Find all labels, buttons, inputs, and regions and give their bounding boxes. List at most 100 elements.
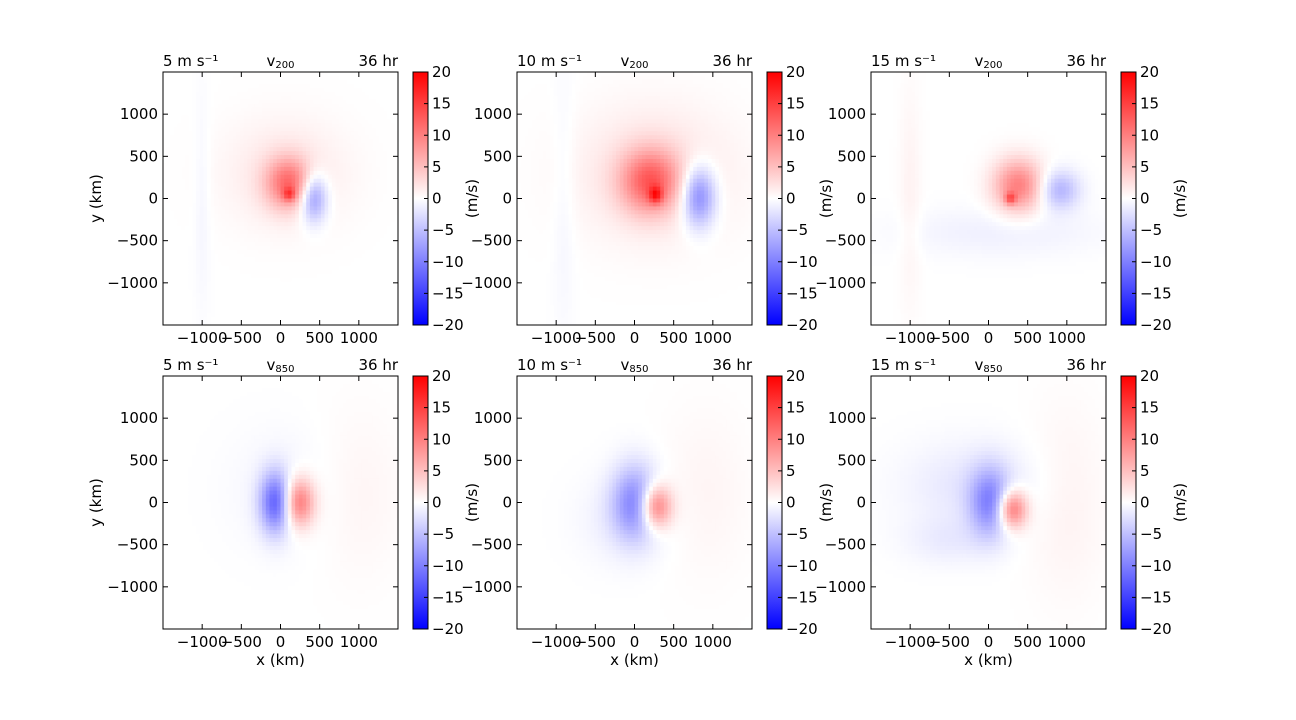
heatmap-cell: [302, 265, 307, 271]
heatmap-cell: [357, 115, 362, 121]
heatmap-cell: [298, 226, 304, 231]
heatmap-cell: [225, 253, 230, 259]
heatmap-cell: [192, 131, 197, 136]
heatmap-cell: [181, 321, 186, 326]
heatmap-cell: [240, 285, 245, 291]
heatmap-cell: [353, 127, 359, 132]
heatmap-cell: [181, 115, 186, 121]
heatmap-cell: [331, 170, 337, 176]
heatmap-cell: [236, 198, 241, 204]
heatmap-cell: [361, 115, 366, 121]
heatmap-cell: [185, 309, 190, 314]
heatmap-cell: [214, 174, 219, 180]
heatmap-cell: [247, 281, 252, 287]
heatmap-cell: [375, 103, 381, 109]
heatmap-cell: [339, 151, 344, 156]
heatmap-cell: [328, 99, 333, 105]
heatmap-cell: [203, 107, 208, 113]
heatmap-cell: [269, 186, 274, 192]
heatmap-cell: [364, 170, 370, 176]
heatmap-field: [517, 72, 753, 326]
heatmap-cell: [243, 257, 249, 263]
heatmap-cell: [174, 174, 179, 180]
heatmap-cell: [254, 321, 260, 326]
heatmap-cell: [364, 123, 370, 128]
heatmap-cell: [394, 297, 399, 302]
heatmap-cell: [185, 87, 190, 93]
heatmap-cell: [302, 107, 307, 113]
heatmap-cell: [192, 174, 197, 180]
heatmap-cell: [218, 87, 223, 93]
heatmap-cell: [346, 174, 351, 180]
heatmap-cell: [335, 87, 340, 93]
heatmap-cell: [663, 91, 669, 97]
heatmap-cell: [379, 91, 384, 97]
heatmap-cell: [320, 75, 326, 81]
heatmap-cell: [254, 158, 260, 164]
heatmap-cell: [269, 289, 274, 294]
heatmap-cell: [372, 151, 377, 156]
heatmap-cell: [269, 206, 274, 211]
heatmap-cell: [269, 226, 274, 231]
heatmap-cell: [163, 119, 168, 124]
heatmap-cell: [353, 158, 359, 164]
heatmap-cell: [284, 265, 289, 271]
heatmap-cell: [339, 123, 344, 128]
heatmap-cell: [298, 281, 304, 287]
heatmap-cell: [236, 190, 241, 196]
heatmap-cell: [295, 281, 300, 287]
heatmap-cell: [225, 186, 230, 192]
heatmap-cell: [280, 297, 285, 302]
heatmap-cell: [188, 297, 193, 302]
heatmap-cell: [166, 273, 171, 279]
heatmap-cell: [383, 261, 388, 267]
heatmap-cell: [520, 83, 525, 89]
heatmap-cell: [357, 269, 362, 275]
heatmap-cell: [236, 170, 241, 176]
heatmap-cell: [335, 297, 340, 302]
heatmap-cell: [251, 139, 256, 144]
heatmap-cell: [546, 83, 551, 89]
heatmap-cell: [207, 198, 212, 204]
heatmap-cell: [733, 111, 738, 117]
heatmap-cell: [265, 178, 271, 184]
heatmap-cell: [174, 151, 179, 156]
heatmap-cell: [287, 273, 293, 279]
heatmap-cell: [210, 321, 215, 326]
heatmap-cell: [295, 301, 300, 306]
heatmap-cell: [295, 178, 300, 184]
heatmap-cell: [638, 99, 643, 105]
heatmap-cell: [539, 99, 544, 105]
heatmap-cell: [225, 151, 230, 156]
heatmap-cell: [379, 119, 384, 124]
heatmap-cell: [339, 297, 344, 302]
heatmap-cell: [346, 139, 351, 144]
heatmap-cell: [254, 301, 260, 306]
heatmap-cell: [196, 281, 201, 287]
heatmap-cell: [317, 87, 322, 93]
heatmap-cell: [634, 103, 639, 109]
heatmap-cell: [320, 301, 326, 306]
heatmap-cell: [254, 238, 260, 243]
heatmap-cell: [379, 269, 384, 275]
heatmap-cell: [346, 277, 351, 283]
heatmap-cell: [342, 317, 348, 322]
heatmap-cell: [166, 72, 171, 77]
heatmap-cell: [594, 75, 599, 81]
heatmap-cell: [291, 257, 296, 263]
heatmap-cell: [258, 119, 263, 124]
heatmap-cell: [317, 139, 322, 144]
heatmap-cell: [350, 202, 355, 207]
heatmap-cell: [652, 87, 658, 93]
heatmap-cell: [203, 269, 208, 275]
heatmap-cell: [196, 103, 201, 109]
heatmap-cell: [689, 103, 694, 109]
heatmap-cell: [203, 301, 208, 306]
heatmap-cell: [335, 174, 340, 180]
heatmap-cell: [174, 222, 179, 227]
heatmap-cell: [579, 99, 584, 105]
heatmap-cell: [564, 99, 569, 105]
heatmap-cell: [221, 72, 227, 77]
heatmap-cell: [247, 321, 252, 326]
heatmap-cell: [379, 226, 384, 231]
